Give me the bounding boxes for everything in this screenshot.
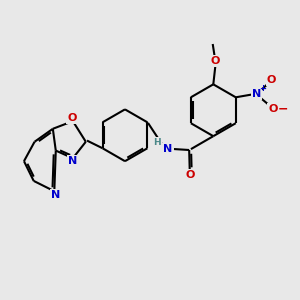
Text: +: + xyxy=(259,84,266,93)
Text: O: O xyxy=(211,56,220,66)
Text: O: O xyxy=(268,104,278,114)
Text: H: H xyxy=(154,138,161,147)
Text: N: N xyxy=(68,156,77,166)
Text: N: N xyxy=(252,89,261,99)
Text: N: N xyxy=(51,190,60,200)
Text: O: O xyxy=(185,170,194,180)
Text: O: O xyxy=(68,113,77,123)
Text: −: − xyxy=(278,103,288,116)
Text: O: O xyxy=(267,75,276,85)
Text: N: N xyxy=(163,144,172,154)
